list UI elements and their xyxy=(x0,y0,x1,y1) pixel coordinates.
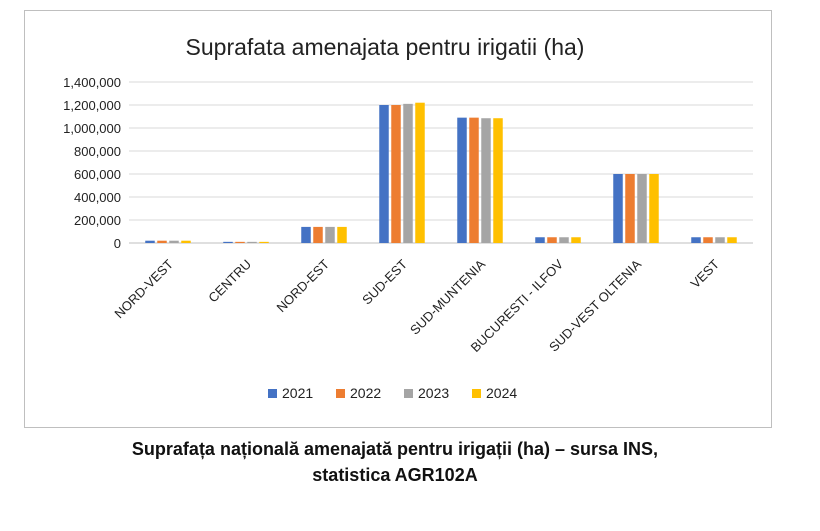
chart-title: Suprafata amenajata pentru irigatii (ha) xyxy=(186,34,585,60)
bar-2023 xyxy=(403,103,413,243)
x-tick-label: VEST xyxy=(687,256,722,291)
figure-caption: Suprafața națională amenajată pentru iri… xyxy=(0,436,790,488)
bar-2021 xyxy=(457,117,467,243)
bar-2022 xyxy=(469,117,479,243)
y-tick-label: 800,000 xyxy=(74,144,121,159)
bar-2023 xyxy=(481,118,491,243)
y-tick-label: 1,400,000 xyxy=(63,75,121,90)
bar-2023 xyxy=(559,237,569,243)
bar-2022 xyxy=(391,105,401,243)
y-tick-label: 1,000,000 xyxy=(63,121,121,136)
bar-2023 xyxy=(715,237,725,243)
x-tick-label: CENTRU xyxy=(205,257,254,306)
bars xyxy=(145,102,737,243)
bar-2021 xyxy=(145,240,155,243)
bar-2022 xyxy=(703,237,713,243)
bar-2021 xyxy=(223,241,233,243)
y-tick-label: 1,200,000 xyxy=(63,98,121,113)
bar-2024 xyxy=(493,118,503,243)
y-tick-label: 200,000 xyxy=(74,213,121,228)
bar-2022 xyxy=(157,240,167,243)
legend-swatch xyxy=(404,389,413,398)
legend: 2021 2022 2023 2024 xyxy=(268,385,517,401)
caption-line-1: Suprafața națională amenajată pentru iri… xyxy=(131,439,659,459)
legend-label: 2023 xyxy=(418,385,449,401)
legend-label: 2022 xyxy=(350,385,381,401)
bar-2023 xyxy=(637,174,647,243)
bar-2022 xyxy=(313,226,323,243)
y-tick-label: 0 xyxy=(114,236,121,251)
bar-2024 xyxy=(649,174,659,243)
bar-2022 xyxy=(235,241,245,243)
bar-2022 xyxy=(625,174,635,243)
y-tick-label: 400,000 xyxy=(74,190,121,205)
legend-label: 2021 xyxy=(282,385,313,401)
bar-2024 xyxy=(571,237,581,243)
bar-2021 xyxy=(379,105,389,243)
caption-line-2: statistica AGR102A xyxy=(312,465,478,485)
bar-2022 xyxy=(547,237,557,243)
x-tick-label: NORD-VEST xyxy=(111,256,176,321)
gridlines xyxy=(129,81,753,244)
legend-swatch xyxy=(336,389,345,398)
bar-2024 xyxy=(181,240,191,243)
x-tick-label: SUD-MUNTENIA xyxy=(407,256,488,337)
chart-frame: Suprafata amenajata pentru irigatii (ha)… xyxy=(24,10,772,428)
bar-2023 xyxy=(169,240,179,243)
legend-label: 2024 xyxy=(486,385,517,401)
bar-2021 xyxy=(535,237,545,243)
bar-2023 xyxy=(325,226,335,243)
bar-2021 xyxy=(613,174,623,243)
legend-swatch xyxy=(268,389,277,398)
bar-2024 xyxy=(259,241,269,243)
bar-chart: Suprafata amenajata pentru irigatii (ha)… xyxy=(63,34,753,401)
y-tick-label: 600,000 xyxy=(74,167,121,182)
x-axis-ticks: NORD-VEST CENTRU NORD-EST SUD-ESTSUD-MUNTEN… xyxy=(111,256,722,355)
x-tick-label: NORD-EST xyxy=(274,256,333,315)
bar-2024 xyxy=(415,102,425,243)
y-axis-ticks: 0 200,000 400,000 600,000 800,000 1,000,000 1,… xyxy=(63,75,121,251)
bar-2023 xyxy=(247,241,257,243)
bar-2021 xyxy=(691,237,701,243)
bar-2024 xyxy=(727,237,737,243)
legend-swatch xyxy=(472,389,481,398)
bar-2024 xyxy=(337,226,347,243)
x-tick-label: SUD-EST xyxy=(359,256,410,307)
bar-2021 xyxy=(301,226,311,243)
